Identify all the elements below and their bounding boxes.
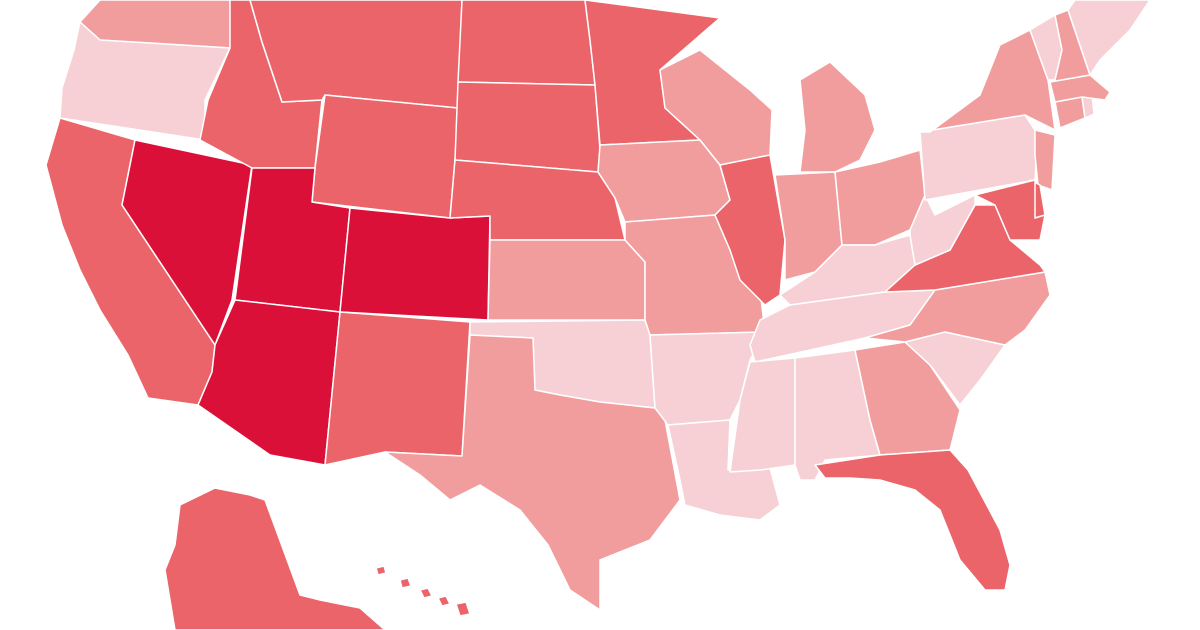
state-KS[interactable] bbox=[487, 239, 646, 321]
state-NV[interactable] bbox=[121, 139, 253, 346]
state-AK[interactable] bbox=[164, 487, 386, 630]
state-CO[interactable] bbox=[339, 207, 491, 321]
state-LA[interactable] bbox=[667, 419, 781, 521]
state-SD[interactable] bbox=[454, 81, 601, 173]
state-WY[interactable] bbox=[311, 94, 459, 219]
state-ME[interactable] bbox=[1067, 0, 1151, 76]
state-MD[interactable] bbox=[974, 179, 1046, 241]
state-NJ[interactable] bbox=[1034, 129, 1056, 191]
state-MT[interactable] bbox=[249, 0, 463, 109]
state-WV[interactable] bbox=[909, 194, 976, 266]
state-IL[interactable] bbox=[714, 154, 786, 306]
state-NM[interactable] bbox=[324, 311, 471, 466]
state-TX[interactable] bbox=[384, 334, 681, 611]
state-MI[interactable] bbox=[799, 61, 876, 173]
state-NC[interactable] bbox=[864, 271, 1051, 346]
state-ND[interactable] bbox=[457, 0, 596, 86]
state-FL[interactable] bbox=[814, 449, 1011, 591]
state-HI[interactable] bbox=[375, 565, 471, 617]
